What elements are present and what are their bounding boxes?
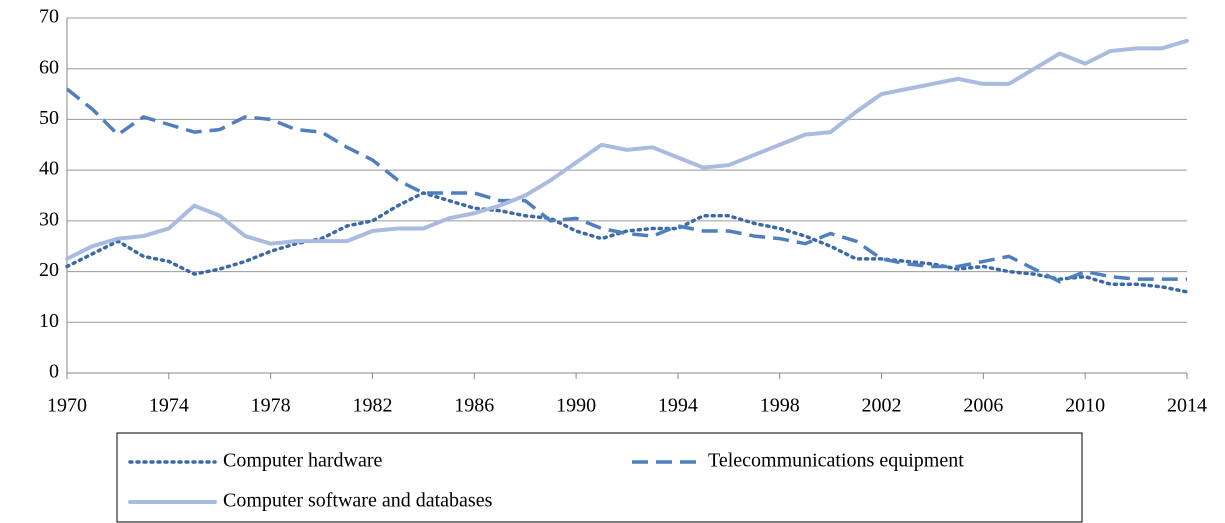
x-tick-label: 1978 (251, 395, 291, 417)
x-tick-label: 2010 (1065, 395, 1105, 417)
x-tick-label: 1974 (149, 395, 189, 417)
y-tick-label: 0 (49, 361, 59, 383)
x-tick-label: 2006 (963, 395, 1003, 417)
x-tick-label: 1990 (556, 395, 596, 417)
y-tick-label: 60 (39, 56, 59, 78)
x-tick-label: 1982 (352, 395, 392, 417)
series-line (65, 191, 1189, 294)
y-tick-label: 70 (39, 6, 59, 28)
x-tick-label: 2014 (1167, 395, 1207, 417)
legend-label: Computer software and databases (223, 490, 493, 512)
y-tick-label: 10 (39, 310, 59, 332)
series-line (65, 87, 1187, 284)
legend-label: Computer hardware (223, 450, 383, 472)
x-tick-label: 2002 (862, 395, 902, 417)
legend-box (116, 432, 1083, 523)
x-tick-label: 1970 (47, 395, 87, 417)
legend-label: Telecommunications equipment (708, 450, 964, 472)
x-tick-label: 1986 (454, 395, 494, 417)
y-tick-label: 30 (39, 208, 59, 230)
series-line (65, 38, 1189, 261)
y-tick-label: 40 (39, 158, 59, 180)
y-tick-label: 50 (39, 107, 59, 129)
y-tick-label: 20 (39, 259, 59, 281)
x-tick-label: 1998 (760, 395, 800, 417)
x-tick-label: 1994 (658, 395, 698, 417)
